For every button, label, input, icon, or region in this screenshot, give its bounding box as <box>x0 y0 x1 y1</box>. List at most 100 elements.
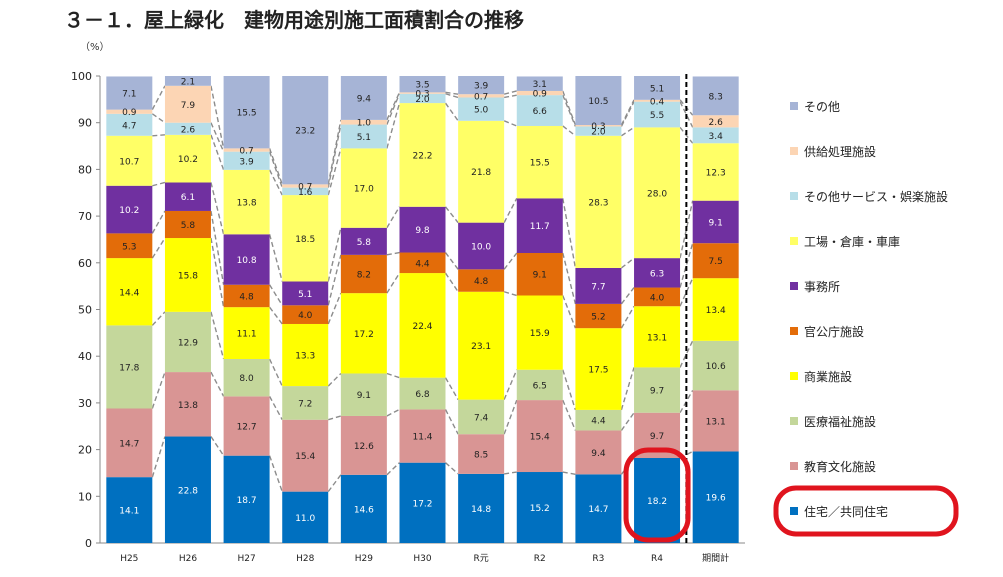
data-label: 11.4 <box>412 433 432 443</box>
connector-line <box>268 234 283 282</box>
data-label: 10.2 <box>119 206 139 216</box>
data-label: 9.1 <box>709 218 723 228</box>
data-label: 5.1 <box>298 290 312 300</box>
data-label: 8.2 <box>357 271 371 281</box>
data-label: 10.6 <box>706 362 726 372</box>
data-label: 23.2 <box>295 127 315 137</box>
bar-r-series-1 <box>458 434 505 474</box>
y-tick-label: 90 <box>78 117 92 130</box>
bar-r3-series-7 <box>575 126 622 136</box>
legend-swatch <box>790 102 798 110</box>
data-label: 8.3 <box>709 92 723 102</box>
bar-h25-series-4 <box>106 233 153 259</box>
data-label: 4.8 <box>239 292 254 302</box>
connector-line <box>620 412 635 431</box>
connector-line <box>504 94 517 99</box>
segment-labels: 14.1 14.7 17.8 14.4 5.3 10.2 10.7 4.7 0.9 7.1 22.8… <box>119 77 726 523</box>
data-label: 13.4 <box>706 306 726 316</box>
bar-r2-series-9 <box>516 76 563 91</box>
bar-h29-series-6 <box>340 148 387 228</box>
bar-r2-series-7 <box>516 95 563 126</box>
bar-h28-series-2 <box>282 386 329 420</box>
connector-line <box>562 369 577 411</box>
data-label: 12.3 <box>706 168 726 178</box>
data-label: 5.1 <box>357 133 371 143</box>
data-label: 22.4 <box>412 322 432 332</box>
data-label: 12.7 <box>237 423 257 433</box>
x-tick-label: H26 <box>179 554 197 564</box>
data-label: 13.3 <box>295 352 315 362</box>
bar-h30-series-7 <box>399 93 446 104</box>
data-label: 15.5 <box>237 109 257 119</box>
data-label: 17.8 <box>119 363 139 373</box>
data-label: 7.9 <box>181 101 196 111</box>
bar-h28-series-4 <box>282 305 329 324</box>
bar-r-series-9 <box>458 76 505 95</box>
connector-line <box>386 372 400 379</box>
data-label: 4.0 <box>650 293 665 303</box>
data-label: 15.2 <box>530 504 550 514</box>
connector-line <box>151 237 166 259</box>
bar-h28-series-1 <box>282 419 329 492</box>
connector-line <box>562 252 577 305</box>
legend-entry: 供給処理施設 <box>804 144 876 159</box>
connector-line <box>444 377 459 400</box>
bar-h26-series-9 <box>164 76 211 86</box>
legend-entry: その他サービス・娯楽施設 <box>804 189 948 204</box>
bar-r2-series-2 <box>516 369 563 401</box>
connector-line <box>327 119 342 185</box>
connector-line <box>503 369 518 400</box>
bar-h30-series-5 <box>399 206 446 253</box>
data-label: 1.0 <box>357 119 372 129</box>
data-label: 10.7 <box>119 157 139 167</box>
data-label: 15.4 <box>295 452 315 462</box>
bar-h29-series-2 <box>340 373 387 416</box>
bar-r3-series-9 <box>575 76 622 126</box>
bar-h27-series-3 <box>223 307 270 360</box>
connector-line <box>328 415 342 421</box>
x-tick-label: R3 <box>592 554 604 564</box>
connector-line <box>151 436 166 478</box>
legend: その他供給処理施設その他サービス・娯楽施設工場・倉庫・車庫事務所官公庁施設商業施… <box>773 100 959 537</box>
connector-line <box>562 90 577 126</box>
data-label: 14.7 <box>119 439 139 449</box>
bar-h30-series-2 <box>399 377 446 410</box>
x-tick-label: H29 <box>355 554 373 564</box>
bar-r3-series-3 <box>575 328 622 410</box>
connector-line <box>503 90 517 95</box>
bar-r4-series-6 <box>634 127 681 259</box>
connector-line <box>386 92 401 121</box>
bar-r2-series-8 <box>516 90 563 96</box>
bar-r4-series-3 <box>634 306 681 368</box>
bar-h30-series-8 <box>399 92 446 94</box>
connector-line <box>386 272 401 294</box>
data-label: 2.1 <box>181 77 195 87</box>
connector-line <box>269 306 283 325</box>
legend-swatch <box>790 417 798 425</box>
data-label: 9.1 <box>533 271 547 281</box>
bar-r-series-0 <box>458 473 505 543</box>
legend-entry: 商業施設 <box>804 369 852 384</box>
connector-line <box>210 311 225 360</box>
connector-line <box>210 182 225 235</box>
data-label: 9.4 <box>357 94 372 104</box>
data-label: 10.0 <box>471 242 491 252</box>
bar-h25-series-7 <box>106 113 153 136</box>
bar-h28-series-7 <box>282 187 329 196</box>
bar-h25-series-0 <box>106 477 153 543</box>
legend-swatch <box>790 147 798 155</box>
data-label: 18.5 <box>295 235 315 245</box>
bar-r3-series-2 <box>575 409 622 431</box>
x-tick-label: R4 <box>651 554 663 564</box>
bar--series-5 <box>692 200 739 244</box>
data-label: 11.1 <box>237 330 257 340</box>
connector-line <box>503 252 518 270</box>
connector-line <box>152 181 166 187</box>
connector-line <box>386 408 400 417</box>
bars <box>106 76 739 543</box>
x-axis-tick-labels: H25 H26 H27 H28 H29 H30 R元 R2 R3 R4 期間計 <box>120 552 729 564</box>
data-label: 4.8 <box>474 277 489 287</box>
data-label: 3.4 <box>709 132 724 142</box>
connector-line <box>444 272 459 293</box>
legend-swatch <box>790 282 798 290</box>
